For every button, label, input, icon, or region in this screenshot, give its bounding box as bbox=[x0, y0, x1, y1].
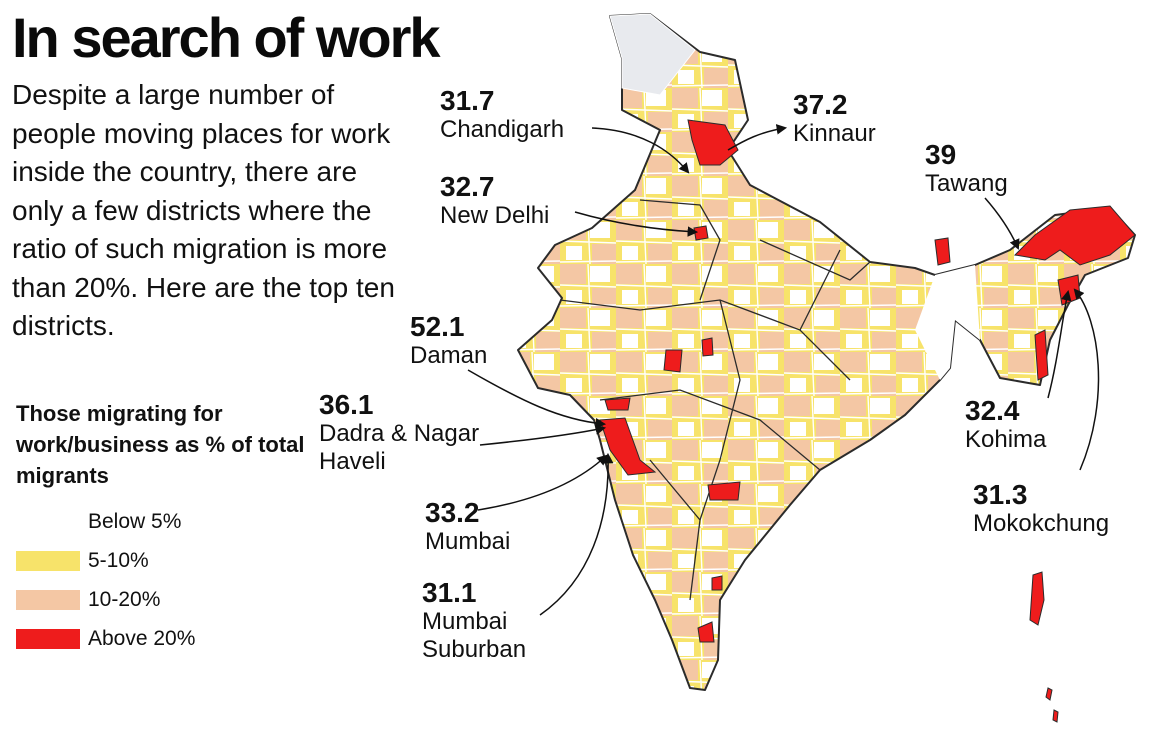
district-karnataka-2 bbox=[711, 575, 723, 591]
callout-name: Daman bbox=[410, 342, 488, 369]
district-new-delhi bbox=[693, 225, 709, 241]
callout-value: 32.7 bbox=[440, 171, 495, 202]
legend-swatch-10-20 bbox=[16, 590, 80, 610]
callout-name: Dadra & Nagar Haveli bbox=[319, 420, 480, 475]
callout-name: Mokokchung bbox=[973, 510, 1110, 537]
district-mp-2 bbox=[701, 337, 714, 357]
callout-value: 32.4 bbox=[965, 395, 1020, 426]
legend-label-5-10: 5-10% bbox=[88, 549, 149, 572]
callout-name: Tawang bbox=[925, 170, 1008, 197]
legend-swatch-5-10 bbox=[16, 551, 80, 571]
arrow-dadra bbox=[479, 424, 607, 446]
nicobar-islands bbox=[1045, 687, 1059, 723]
arrow-mokokchung bbox=[1073, 288, 1100, 471]
callout-value: 36.1 bbox=[319, 389, 374, 420]
callout-value: 31.1 bbox=[422, 577, 477, 608]
legend-title: Those migrating for work/business as % o… bbox=[16, 401, 305, 488]
callout-value: 52.1 bbox=[410, 311, 465, 342]
district-dadra-mumbai bbox=[599, 417, 657, 476]
callout-value: 31.7 bbox=[440, 85, 495, 116]
arrow-chandigarh bbox=[591, 127, 690, 174]
legend-swatch-above-20 bbox=[16, 629, 80, 649]
arrow-new-delhi bbox=[574, 211, 699, 237]
callout-daman: 52.1 Daman bbox=[410, 312, 487, 370]
callout-name: Kohima bbox=[965, 426, 1047, 453]
callout-arrows bbox=[467, 124, 1100, 616]
district-telangana bbox=[707, 481, 741, 501]
district-north-east-2 bbox=[1034, 329, 1049, 381]
district-tawang-region bbox=[1013, 205, 1136, 266]
callout-chandigarh: 31.7 Chandigarh bbox=[440, 86, 564, 144]
india-mainland bbox=[517, 13, 1136, 691]
callout-new-delhi: 32.7 New Delhi bbox=[440, 172, 549, 230]
district-karnataka bbox=[697, 621, 715, 643]
legend-swatch-below-5 bbox=[16, 512, 80, 532]
legend-label-10-20: 10-20% bbox=[88, 588, 161, 611]
legend-label-above-20: Above 20% bbox=[88, 627, 196, 650]
callout-name: Chandigarh bbox=[440, 116, 565, 143]
district-west-bengal bbox=[934, 237, 951, 266]
arrow-mumbai bbox=[477, 454, 608, 511]
callout-name: New Delhi bbox=[440, 202, 550, 229]
arrow-kinnaur bbox=[727, 124, 788, 151]
callout-mumbai: 33.2 Mumbai bbox=[425, 498, 510, 556]
arrow-kohima bbox=[1047, 289, 1072, 399]
callout-name: Mumbai Suburban bbox=[422, 608, 527, 663]
callout-value: 37.2 bbox=[793, 89, 848, 120]
callout-mumbai-suburban: 31.1 Mumbai Suburban bbox=[422, 578, 552, 664]
district-mokokchung-kohima bbox=[1057, 274, 1081, 306]
arrow-mumbai-suburban bbox=[539, 452, 614, 616]
pok-region bbox=[609, 13, 696, 96]
arrow-tawang bbox=[984, 197, 1020, 250]
callout-dadra-nagar-haveli: 36.1 Dadra & Nagar Haveli bbox=[319, 390, 489, 476]
callout-tawang: 39 Tawang bbox=[925, 140, 1008, 198]
map-title: In search of work bbox=[12, 6, 441, 69]
district-daman bbox=[604, 397, 631, 411]
callout-mokokchung: 31.3 Mokokchung bbox=[973, 480, 1109, 538]
callout-name: Mumbai bbox=[425, 528, 511, 555]
arrow-daman bbox=[467, 369, 607, 429]
description: Despite a large number of people moving … bbox=[12, 79, 395, 341]
district-mp bbox=[663, 349, 683, 373]
high-migration-districts bbox=[599, 119, 1136, 643]
callout-value: 39 bbox=[925, 139, 957, 170]
callout-kinnaur: 37.2 Kinnaur bbox=[793, 90, 876, 148]
andaman-islands bbox=[1029, 571, 1045, 626]
callout-value: 31.3 bbox=[973, 479, 1028, 510]
callout-name: Kinnaur bbox=[793, 120, 876, 147]
callout-value: 33.2 bbox=[425, 497, 480, 528]
callout-kohima: 32.4 Kohima bbox=[965, 396, 1046, 454]
district-kinnaur-region bbox=[687, 119, 739, 166]
bangladesh-gap bbox=[915, 265, 980, 380]
legend-label-below-5: Below 5% bbox=[88, 510, 182, 533]
